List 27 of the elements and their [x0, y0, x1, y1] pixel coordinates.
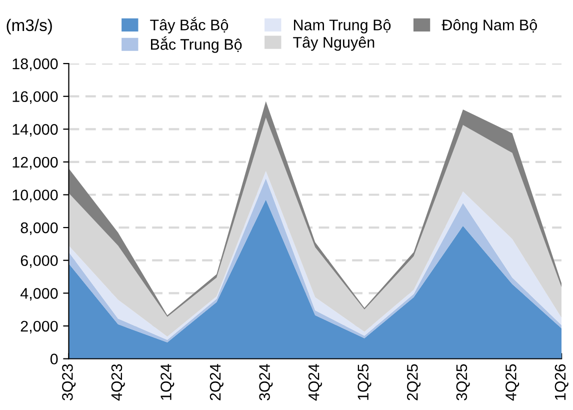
y-tick-label: 0: [50, 354, 58, 364]
legend-label: Tây Nguyên: [293, 36, 374, 51]
legend-label: Bắc Trung Bộ: [151, 36, 242, 53]
x-tick-label: 3Q24: [259, 364, 273, 400]
y-tick-label: 10,000: [12, 190, 58, 202]
x-tick-label: 1Q24: [160, 364, 174, 400]
y-tick-label: 14,000: [12, 124, 58, 137]
y-tick-label: 6,000: [20, 255, 58, 268]
legend-label: Đông Nam Bộ: [442, 19, 537, 34]
legend-label: Tây Bắc Bộ: [150, 16, 228, 34]
x-tick-label: 3Q23: [62, 364, 76, 400]
y-tick-label: 4,000: [20, 288, 58, 301]
x-tick-label: 4Q23: [111, 364, 125, 401]
y-tick-label: 16,000: [12, 91, 58, 104]
x-tick-label: 2Q24: [210, 364, 224, 400]
x-tick-label: 4Q24: [308, 364, 322, 401]
y-tick-label: 2,000: [20, 320, 58, 334]
y-tick-label: 18,000: [12, 58, 58, 72]
y-tick-label: 12,000: [12, 156, 58, 170]
y-axis-title: (m3/s): [6, 18, 52, 34]
x-tick-label: 1Q25: [358, 364, 372, 400]
x-tick-label: 3Q25: [456, 364, 470, 400]
legend-label: Nam Trung Bộ: [294, 19, 391, 34]
x-tick-label: 1Q26: [554, 364, 568, 400]
y-tick-label: 8,000: [20, 222, 58, 236]
x-tick-label: 2Q25: [406, 364, 421, 400]
x-tick-label: 4Q25: [506, 364, 520, 401]
